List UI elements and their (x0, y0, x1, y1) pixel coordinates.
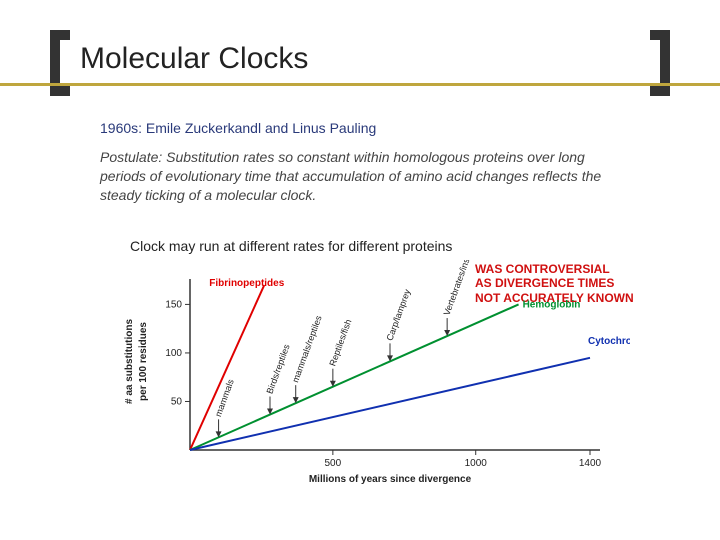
series-line (190, 285, 264, 450)
divergence-label: Birds/reptiles (264, 342, 291, 395)
x-tick-label: 1000 (465, 458, 488, 469)
series-line (190, 358, 590, 450)
x-axis-label: Millions of years since divergence (309, 474, 472, 485)
postulate-text: Postulate: Substitution rates so constan… (100, 148, 630, 205)
x-tick-label: 500 (325, 458, 342, 469)
heading-authors: 1960s: Emile Zuckerkandl and Linus Pauli… (100, 120, 376, 136)
divergence-label: Carp/lamprey (384, 287, 412, 342)
series-label-fibrinopeptides: Fibrinopeptides (209, 278, 284, 289)
y-tick-label: 100 (165, 348, 182, 359)
y-axis-label-2: per 100 residues (138, 322, 149, 401)
subline-text: Clock may run at different rates for dif… (130, 238, 452, 254)
divergence-label: Vertebrates/insects (442, 260, 478, 317)
divergence-label: Reptiles/fish (327, 318, 353, 367)
y-tick-label: 150 (165, 299, 182, 310)
series-line (190, 304, 519, 450)
y-axis-label-1: # aa substitutions (124, 319, 135, 404)
divergence-label: mammals (213, 377, 236, 418)
divergence-chart: 500 1000 1400 50 100 150 Millions of years sin… (110, 260, 630, 510)
slide-title: Molecular Clocks (80, 42, 308, 76)
x-tick-label: 1400 (579, 458, 602, 469)
divergence-label: mammals/reptiles (290, 314, 324, 384)
series-label-cytochrome-c: Cytochrome C (588, 336, 630, 347)
y-tick-label: 50 (171, 396, 183, 407)
series-label-hemoglobin: Hemoglobin (523, 299, 581, 310)
